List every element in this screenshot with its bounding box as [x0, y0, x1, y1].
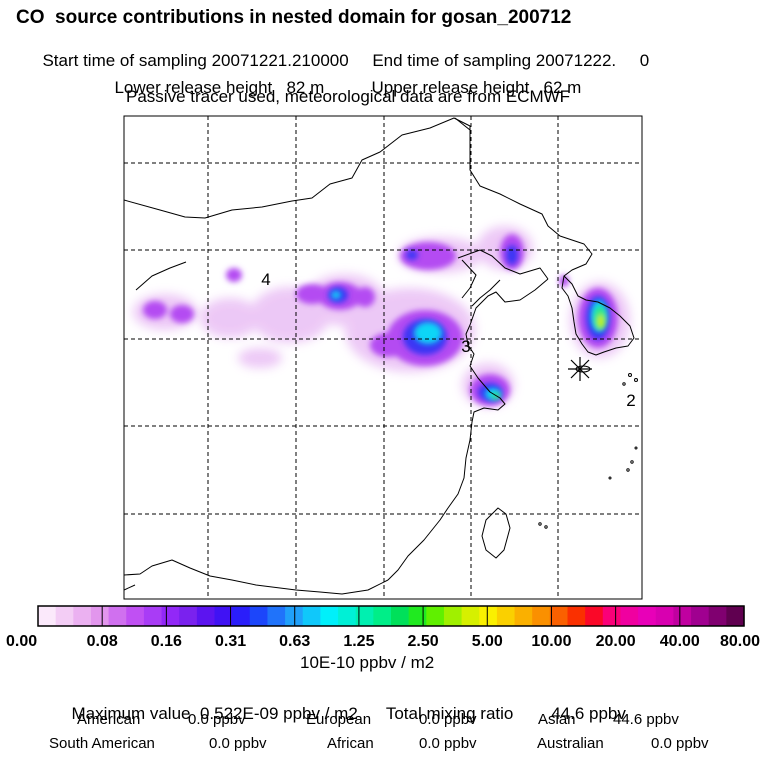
colorbar-cell	[338, 606, 357, 626]
colorbar-cell	[320, 606, 339, 626]
colorbar-cell	[655, 606, 674, 626]
map-frame	[123, 115, 643, 600]
colorbar-tick-label: 40.00	[660, 633, 700, 650]
colorbar-tick-labels: 0.00 0.08 0.16 0.31 0.63 1.25 2.50 5.00 10.00 20.…	[6, 633, 760, 650]
upper-height-value: 62 m	[543, 78, 582, 97]
colorbar-cell	[90, 606, 110, 626]
lower-height-value: 82 m	[286, 78, 325, 97]
colorbar-tick-label: 0.08	[87, 633, 118, 650]
colorbar-cell	[691, 606, 710, 626]
colorbar-cell	[408, 606, 427, 626]
colorbar-frame	[37, 605, 745, 627]
region-name-asian: Asian	[538, 711, 576, 728]
colorbar-cell	[232, 606, 251, 626]
colorbar-cell	[496, 606, 516, 626]
colorbar-cell	[532, 606, 551, 626]
region-name-australian: Australian	[537, 735, 604, 752]
colorbar-cell	[214, 606, 233, 626]
colorbar-cell	[391, 606, 410, 626]
total-value: 44.6 ppbv	[551, 704, 626, 723]
upper-height-label: Upper release height	[371, 78, 530, 97]
sampling-time-line: Start time of sampling 20071221.210000 E…	[33, 35, 649, 69]
region-label-3: 3	[461, 337, 470, 356]
lat-lon-grid	[124, 116, 642, 599]
colorbar-tick-label: 20.00	[596, 633, 636, 650]
release-height-line: Lower release height 82 m Upper release …	[105, 62, 581, 96]
colorbar-cell	[302, 606, 321, 626]
colorbar-cell	[549, 606, 569, 626]
region-name-american: American	[77, 711, 141, 728]
colorbar-cell	[479, 606, 498, 626]
region-value-asian: 44.6 ppbv	[613, 711, 679, 728]
colorbar-cell	[673, 606, 692, 626]
colorbar-cell	[161, 606, 180, 626]
region-value-african: 0.0 ppbv	[419, 735, 477, 752]
colorbar-cell	[55, 606, 74, 626]
colorbar	[37, 605, 745, 627]
start-time-label: Start time of sampling	[42, 51, 207, 70]
receptor-marker	[568, 357, 592, 381]
colorbar-cell	[126, 606, 145, 626]
colorbar-cell	[708, 606, 727, 626]
colorbar-tick-label: 2.50	[408, 633, 439, 650]
region-name-african: African	[327, 735, 374, 752]
colorbar-cell	[73, 606, 92, 626]
colorbar-cell	[196, 606, 216, 626]
region-label-2: 2	[626, 391, 635, 410]
region-name-european: European	[306, 711, 372, 728]
end-time-label: End time of sampling	[372, 51, 532, 70]
colorbar-cell	[567, 606, 586, 626]
colorbar-tick-label: 80.00	[720, 633, 760, 650]
region-label-4: 4	[261, 270, 270, 289]
colorbar-cell	[249, 606, 269, 626]
colorbar-cell	[143, 606, 163, 626]
coastlines	[124, 117, 638, 595]
source-contribution-map: 4 3 2 0.00 0.08 0.16 0.31 0.63 1.25 2.50 5.00 10…	[6, 115, 760, 650]
colorbar-cell	[267, 606, 286, 626]
colorbar-cell	[373, 606, 392, 626]
colorbar-cell	[108, 606, 127, 626]
plume-envelope	[133, 226, 630, 407]
colorbar-cell	[461, 606, 480, 626]
colorbar-unit: 10E-10 ppbv / m2	[300, 653, 435, 672]
tracer-note: Passive tracer used, meteorological data…	[126, 87, 571, 106]
colorbar-cell	[585, 606, 604, 626]
lower-height-label: Lower release height	[114, 78, 273, 97]
start-time-value: 20071221.210000	[211, 51, 349, 70]
summary-row: Maximum value 0.522E-09 ppbv / m2 Total …	[62, 688, 626, 723]
colorbar-cell	[514, 606, 533, 626]
colorbar-tick-label: 0.63	[279, 633, 310, 650]
chart-title: CO source contributions in nested domain…	[16, 7, 572, 28]
colorbar-cell	[179, 606, 198, 626]
colorbar-tick-label: 0.00	[6, 633, 37, 650]
colorbar-cell	[285, 606, 304, 626]
colorbar-cell	[620, 606, 639, 626]
colorbar-tick-label: 0.16	[151, 633, 182, 650]
total-label: Total mixing ratio	[385, 704, 514, 723]
region-name-south-american: South American	[49, 735, 155, 752]
max-label: Maximum value	[71, 704, 191, 723]
colorbar-cell	[602, 606, 622, 626]
colorbar-tick-label: 10.00	[531, 633, 571, 650]
colorbar-cell	[426, 606, 445, 626]
region-value-american: 0.0 ppbv	[188, 711, 246, 728]
colorbar-cell	[726, 606, 745, 626]
colorbar-tick-label: 5.00	[472, 633, 503, 650]
colorbar-cell	[638, 606, 657, 626]
colorbar-cell	[38, 606, 57, 626]
colorbar-tick-label: 1.25	[343, 633, 374, 650]
colorbar-cell	[355, 606, 374, 626]
end-time-value: 20071222. 0	[535, 51, 650, 70]
max-value: 0.522E-09 ppbv / m2	[199, 704, 358, 723]
region-value-european: 0.0 ppbv	[419, 711, 477, 728]
region-value-south-american: 0.0 ppbv	[209, 735, 267, 752]
colorbar-cell	[443, 606, 463, 626]
region-value-australian: 0.0 ppbv	[651, 735, 709, 752]
colorbar-tick-label: 0.31	[215, 633, 246, 650]
